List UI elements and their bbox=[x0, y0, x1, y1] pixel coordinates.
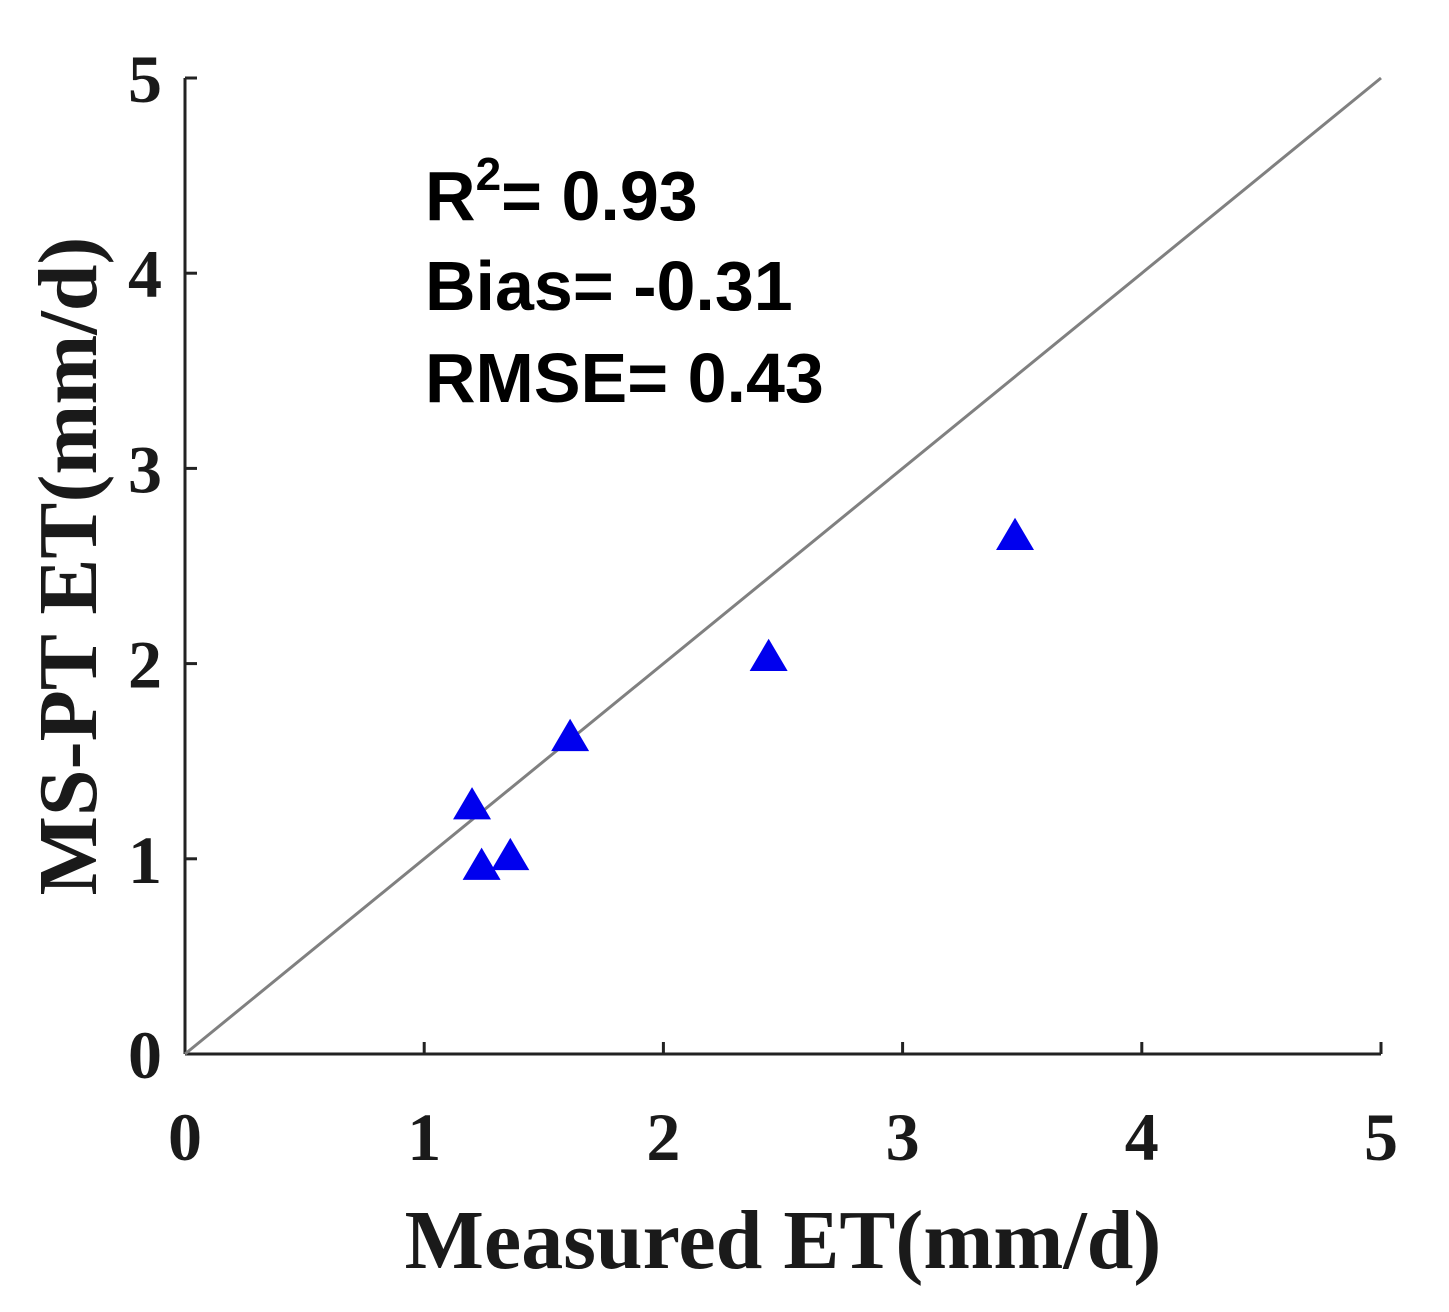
data-point-triangle bbox=[453, 787, 492, 820]
x-tick-label: 5 bbox=[1364, 1099, 1398, 1175]
bias-stat: Bias= -0.31 bbox=[425, 247, 793, 325]
y-tick-label: 0 bbox=[128, 1017, 162, 1093]
data-point-triangle bbox=[491, 837, 530, 871]
x-tick-label: 4 bbox=[1125, 1099, 1159, 1175]
y-axis-label: MS-PT ET(mm/d) bbox=[22, 237, 115, 896]
y-tick-label: 4 bbox=[128, 236, 162, 312]
data-point-triangle bbox=[462, 847, 501, 880]
x-tick-label: 0 bbox=[168, 1099, 202, 1175]
rmse-stat: RMSE= 0.43 bbox=[425, 339, 824, 417]
data-point-triangle bbox=[551, 718, 590, 752]
r-squared-stat: R2= 0.93 bbox=[425, 148, 698, 235]
data-point-triangle bbox=[749, 638, 788, 672]
y-tick-label: 3 bbox=[128, 431, 162, 507]
one-to-one-reference-line bbox=[184, 76, 1382, 1056]
y-tick-label: 5 bbox=[128, 41, 162, 117]
x-tick-label: 2 bbox=[646, 1099, 680, 1175]
data-points bbox=[453, 517, 1035, 880]
x-tick-label: 3 bbox=[886, 1099, 920, 1175]
x-ticks: 0 1 2 3 4 5 bbox=[168, 1042, 1398, 1175]
x-tick-label: 1 bbox=[407, 1099, 441, 1175]
y-tick-label: 2 bbox=[128, 627, 162, 703]
y-tick-label: 1 bbox=[128, 822, 162, 898]
data-point-triangle bbox=[996, 517, 1035, 551]
x-axis-label: Measured ET(mm/d) bbox=[405, 1194, 1162, 1287]
y-ticks: 0 1 2 3 4 5 bbox=[128, 41, 197, 1093]
